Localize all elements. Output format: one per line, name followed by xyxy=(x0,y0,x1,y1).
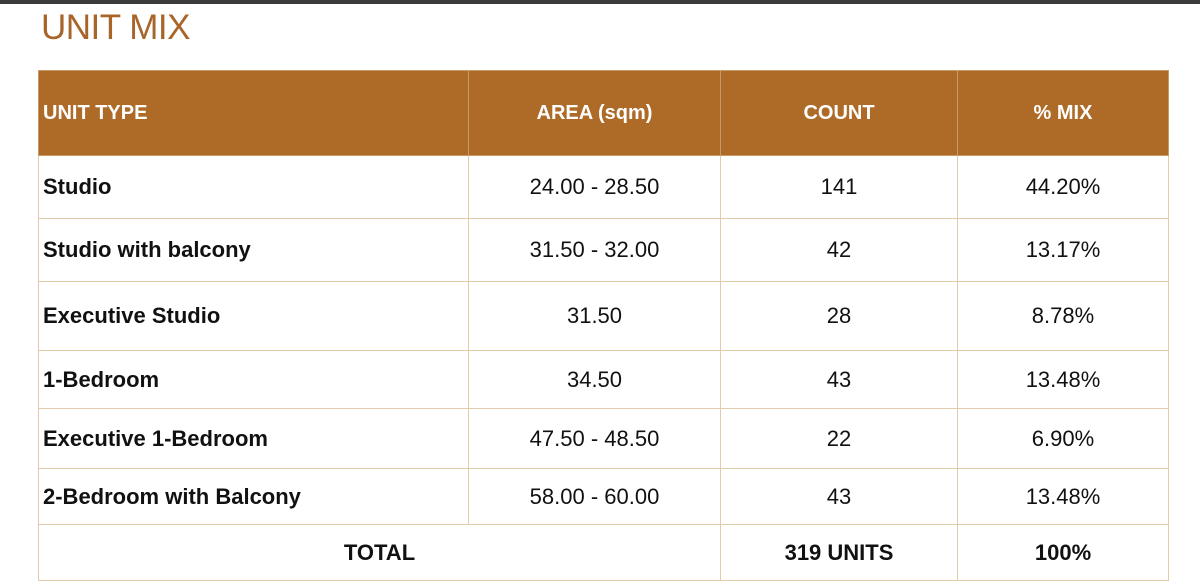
unit-type-cell: Executive Studio xyxy=(38,281,469,351)
unit-type-cell: Executive 1-Bedroom xyxy=(38,408,469,469)
unit-type-cell: 1-Bedroom xyxy=(38,350,469,409)
table-body: Studio 24.00 - 28.50 141 44.20% Studio with … xyxy=(38,155,1169,581)
table-cell: 13.48% xyxy=(957,350,1169,409)
column-header: AREA (sqm) xyxy=(468,70,721,156)
column-header: UNIT TYPE xyxy=(38,70,469,156)
total-row: TOTAL 319 UNITS 100% xyxy=(38,524,1169,581)
table-header: UNIT TYPE AREA (sqm) COUNT % MIX xyxy=(38,70,1169,156)
unit-type-cell: 2-Bedroom with Balcony xyxy=(38,468,469,525)
table-cell: 31.50 xyxy=(468,281,721,351)
table-cell: 31.50 - 32.00 xyxy=(468,218,721,282)
table-row: 2-Bedroom with Balcony 58.00 - 60.00 43 13.… xyxy=(38,468,1169,525)
table-cell: 13.17% xyxy=(957,218,1169,282)
table-row: Studio with balcony 31.50 - 32.00 42 13.17% xyxy=(38,218,1169,282)
table-cell: 44.20% xyxy=(957,155,1169,219)
total-cell: 319 UNITS xyxy=(720,524,958,581)
table-cell: 34.50 xyxy=(468,350,721,409)
table-row: 1-Bedroom 34.50 43 13.48% xyxy=(38,350,1169,409)
table-cell: 141 xyxy=(720,155,958,219)
column-header: COUNT xyxy=(720,70,958,156)
table-cell: 47.50 - 48.50 xyxy=(468,408,721,469)
table-cell: 43 xyxy=(720,350,958,409)
table-cell: 58.00 - 60.00 xyxy=(468,468,721,525)
header-row: UNIT TYPE AREA (sqm) COUNT % MIX xyxy=(38,70,1169,156)
unit-type-cell: Studio with balcony xyxy=(38,218,469,282)
table-cell: 43 xyxy=(720,468,958,525)
table-row: Executive Studio 31.50 28 8.78% xyxy=(38,281,1169,351)
table-cell: 24.00 - 28.50 xyxy=(468,155,721,219)
page-title: UNIT MIX xyxy=(41,8,190,47)
column-header: % MIX xyxy=(957,70,1169,156)
table-cell: 28 xyxy=(720,281,958,351)
top-bar xyxy=(0,0,1200,4)
unit-mix-table: UNIT TYPE AREA (sqm) COUNT % MIX Studio 2… xyxy=(38,70,1169,581)
table-cell: 6.90% xyxy=(957,408,1169,469)
table-cell: 22 xyxy=(720,408,958,469)
table-row: Executive 1-Bedroom 47.50 - 48.50 22 6.90% xyxy=(38,408,1169,469)
unit-type-cell: Studio xyxy=(38,155,469,219)
table-row: Studio 24.00 - 28.50 141 44.20% xyxy=(38,155,1169,219)
total-cell: TOTAL xyxy=(38,524,721,581)
table-cell: 13.48% xyxy=(957,468,1169,525)
table-cell: 42 xyxy=(720,218,958,282)
total-cell: 100% xyxy=(957,524,1169,581)
table-cell: 8.78% xyxy=(957,281,1169,351)
